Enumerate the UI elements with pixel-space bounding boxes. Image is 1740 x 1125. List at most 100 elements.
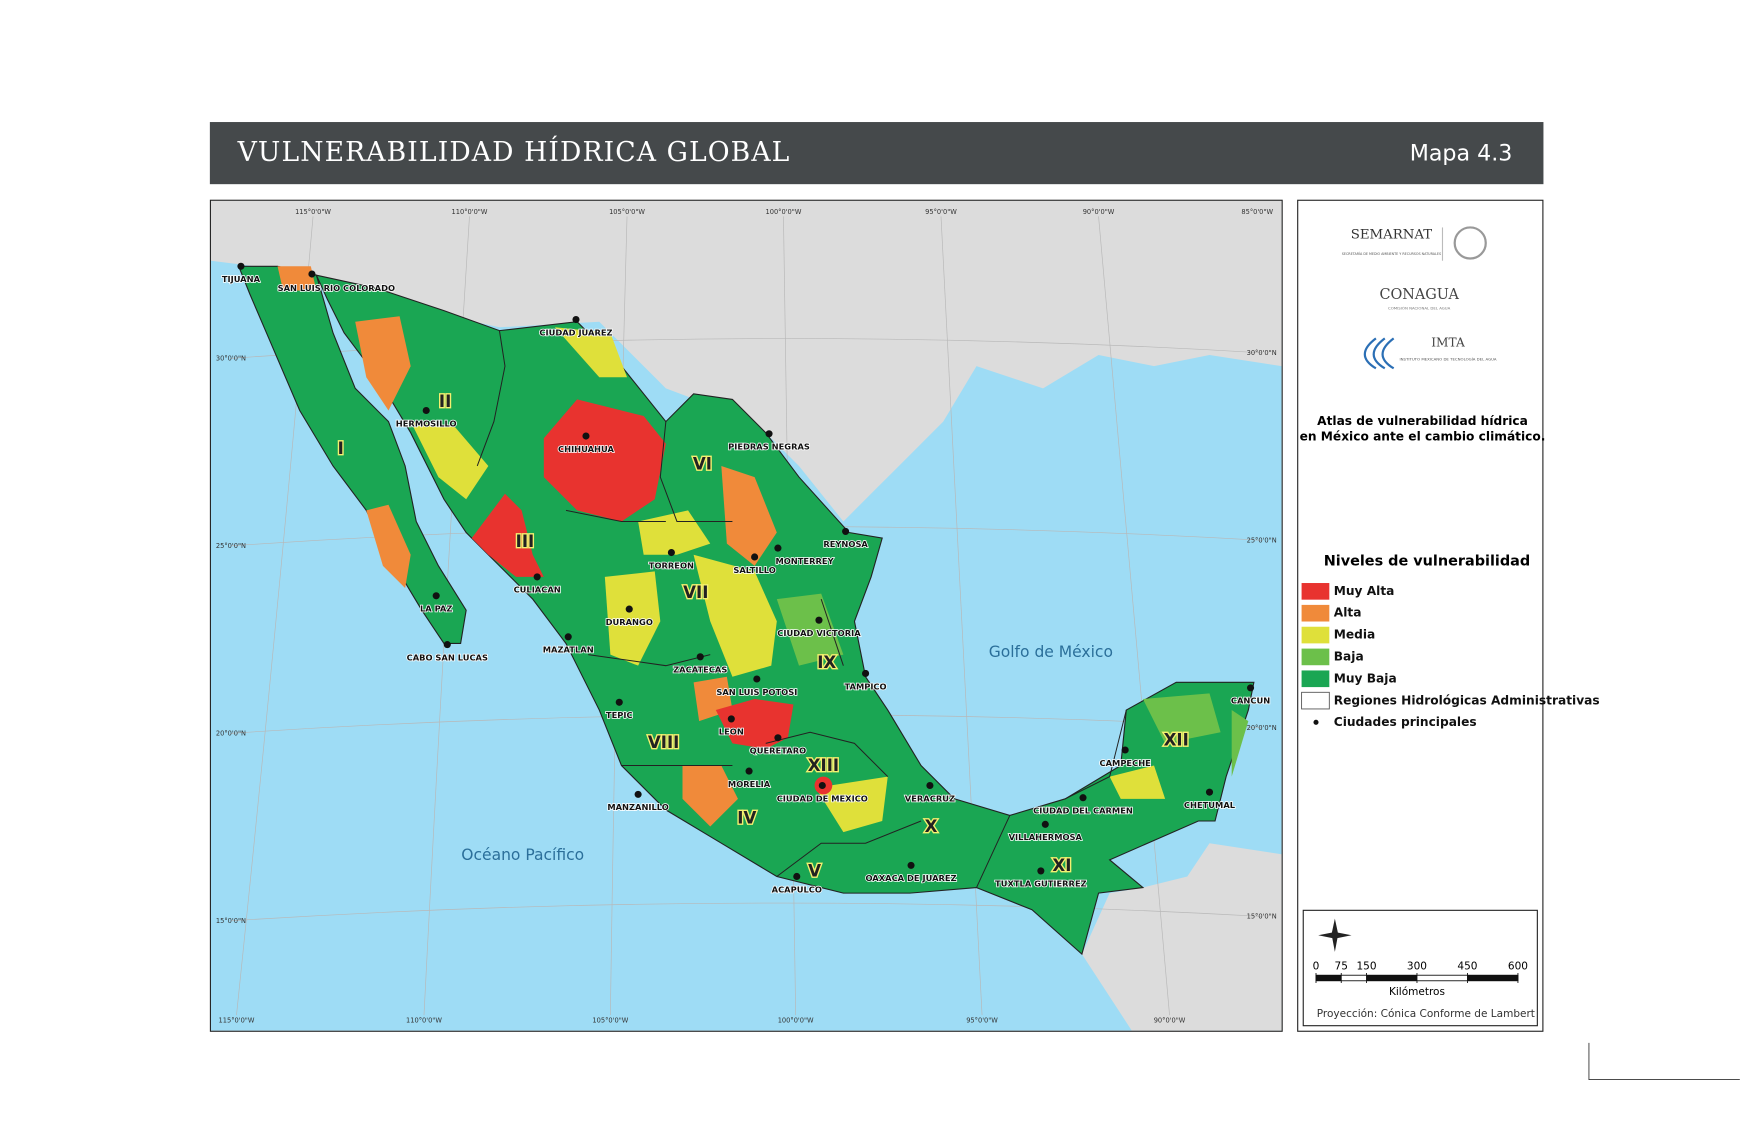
scale-tick-label: 450 bbox=[1457, 960, 1477, 972]
legend-swatch bbox=[1301, 583, 1330, 600]
city-dot bbox=[926, 781, 934, 790]
scale-tick-label: 150 bbox=[1356, 960, 1376, 972]
legend-swatch bbox=[1301, 691, 1330, 710]
city-label: LA PAZ bbox=[420, 604, 452, 614]
zone bbox=[715, 698, 794, 749]
graticule-label: 105°0'0"W bbox=[592, 1017, 628, 1025]
legend-swatch bbox=[1301, 648, 1330, 666]
water-label: Océano Pacífico bbox=[461, 846, 584, 864]
city-label: TAMPICO bbox=[845, 681, 887, 691]
city-dot bbox=[793, 872, 801, 881]
graticule-label: 100°0'0"W bbox=[778, 1017, 814, 1025]
city-label: CIUDAD DE MEXICO bbox=[777, 793, 868, 803]
city-dot bbox=[237, 262, 245, 270]
logo-name: SEMARNAT bbox=[1351, 228, 1433, 243]
logo-subtitle: INSTITUTO MEXICANO DE TECNOLOGÍA DEL AGU… bbox=[1399, 356, 1496, 361]
region-label: II bbox=[439, 392, 451, 411]
legend-label: Muy Alta bbox=[1334, 584, 1395, 598]
legend-label: Media bbox=[1334, 628, 1376, 642]
zone bbox=[410, 421, 489, 500]
logo-subtitle: SECRETARÍA DE MEDIO AMBIENTE Y RECURSOS … bbox=[1342, 251, 1441, 256]
region-label: XI bbox=[1052, 856, 1071, 875]
scale-segment bbox=[1316, 975, 1342, 981]
city-dot bbox=[774, 544, 782, 552]
city-label: TIJUANA bbox=[222, 274, 261, 284]
city-dot bbox=[818, 781, 826, 790]
graticule-label: 85°0'0"W bbox=[1241, 208, 1273, 216]
graticule-label: 20°0'0"N bbox=[216, 729, 246, 737]
zone bbox=[604, 571, 661, 666]
legend-swatch bbox=[1301, 626, 1330, 644]
legend: Muy Alta Alta Media Baja Muy Baja bbox=[1301, 583, 1397, 688]
city-dot bbox=[1246, 684, 1255, 692]
scale-segment bbox=[1467, 975, 1518, 981]
scale-bar: 0 75 150 300 450 600 bbox=[1313, 960, 1528, 983]
scale-segment bbox=[1366, 975, 1417, 981]
city-label: MONTERREY bbox=[775, 556, 834, 566]
city-dot bbox=[753, 675, 761, 683]
city-label: TUXTLA GUTIERREZ bbox=[995, 879, 1087, 889]
imta-waves bbox=[1363, 337, 1395, 370]
city-label: CAMPECHE bbox=[1100, 758, 1152, 768]
graticule-label: 25°0'0"N bbox=[216, 542, 246, 550]
city-label: TORREON bbox=[649, 560, 694, 570]
city-dot bbox=[443, 641, 451, 649]
city-dot bbox=[815, 616, 823, 624]
zone bbox=[554, 327, 628, 378]
city-dot bbox=[1121, 746, 1129, 754]
city-label: CANCUN bbox=[1231, 696, 1270, 706]
zone bbox=[682, 765, 738, 827]
city-dot bbox=[667, 548, 675, 557]
city-dot bbox=[1037, 867, 1045, 875]
region-label: X bbox=[925, 817, 938, 836]
graticule-label: 115°0'0"W bbox=[219, 1017, 255, 1025]
city-label: SALTILLO bbox=[733, 565, 775, 575]
region-label: XIII bbox=[808, 756, 839, 775]
graticule-label: 95°0'0"W bbox=[966, 1017, 998, 1025]
logo-name: CONAGUA bbox=[1379, 287, 1459, 303]
graticule-label: 110°0'0"W bbox=[452, 208, 488, 216]
north-arrow bbox=[1318, 918, 1352, 952]
city-label: CHIHUAHUA bbox=[558, 444, 614, 454]
city-dot bbox=[751, 553, 759, 561]
city-dot bbox=[907, 861, 915, 869]
scale-box bbox=[1302, 909, 1538, 1027]
city-dot bbox=[533, 573, 541, 581]
scale-unit: Kilómetros bbox=[1389, 986, 1445, 998]
zone bbox=[277, 266, 317, 291]
city-label: VERACRUZ bbox=[905, 793, 955, 803]
legend-label: Baja bbox=[1334, 649, 1364, 663]
scale-tick-label: 600 bbox=[1508, 960, 1528, 972]
scale-tick-label: 75 bbox=[1335, 960, 1348, 972]
legend-label: Muy Baja bbox=[1334, 671, 1397, 685]
city-label: ZACATECAS bbox=[673, 665, 727, 675]
city-label: MANZANILLO bbox=[607, 802, 669, 812]
graticule-label: 15°0'0"N bbox=[1247, 912, 1277, 920]
zone bbox=[355, 316, 411, 411]
city-label: PIEDRAS NEGRAS bbox=[728, 442, 810, 452]
city-dot bbox=[745, 767, 753, 775]
city-label: ACAPULCO bbox=[772, 884, 822, 894]
zone bbox=[1109, 765, 1166, 799]
graticule-label: 90°0'0"W bbox=[1083, 208, 1115, 216]
logo-name: IMTA bbox=[1431, 335, 1465, 349]
zone bbox=[471, 493, 544, 577]
title: VULNERABILIDAD HÍDRICA GLOBAL bbox=[237, 136, 791, 168]
city-label: VILLAHERMOSA bbox=[1009, 832, 1083, 842]
city-label: CIUDAD JUAREZ bbox=[539, 327, 612, 337]
city-label: CIUDAD DEL CARMEN bbox=[1033, 806, 1133, 816]
graticule-label: 90°0'0"W bbox=[1154, 1017, 1186, 1025]
city-dot bbox=[765, 430, 773, 438]
city-dot bbox=[564, 633, 572, 641]
region-label: I bbox=[338, 439, 344, 458]
city-label: SAN LUIS RIO COLORADO bbox=[278, 283, 395, 293]
region-boundaries bbox=[476, 330, 1127, 888]
region-label: V bbox=[808, 862, 821, 881]
city-label: SAN LUIS POTOSI bbox=[716, 687, 797, 697]
city-label: HERMOSILLO bbox=[396, 418, 457, 428]
city-label: DURANGO bbox=[606, 617, 653, 627]
graticule-label: 100°0'0"W bbox=[766, 208, 802, 216]
city-dot bbox=[1041, 820, 1049, 828]
city-label: QUERETARO bbox=[750, 746, 807, 756]
